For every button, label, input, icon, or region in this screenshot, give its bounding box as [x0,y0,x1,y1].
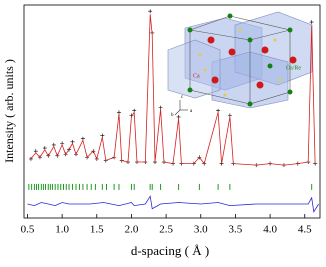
calculated-line [30,14,316,166]
inset-structure: c a b Ca Os/Re [167,11,313,118]
x-tick-label: 1.5 [90,224,104,236]
observed-point [309,20,314,25]
observed-point [100,133,105,138]
x-tick-label: 2.5 [159,224,173,236]
x-tick-label: 4.5 [298,224,312,236]
x-tick-label: 0.5 [21,224,35,236]
observed-point [116,110,121,115]
y-axis-label: Intensity ( arb. units ) [2,59,16,163]
plot-frame [23,4,321,219]
observed-point [176,114,181,119]
observed-point [148,9,153,14]
x-tick-label: 2.0 [125,224,139,236]
observed-point [158,105,163,110]
axis-a-label: a [190,109,193,114]
ca-label: Ca [193,73,200,79]
os-label: Os/Re [286,65,301,71]
x-tick-label: 1.0 [55,224,69,236]
x-tick-label: 4.0 [263,224,277,236]
x-tick-label: 3.0 [194,224,208,236]
difference-line [27,195,319,213]
x-axis-label: d-spacing ( Å ) [131,243,209,258]
axis-c-label: c [181,95,184,100]
axis-b-label: b [171,113,174,118]
observed-point [227,113,232,118]
observed-point [216,108,221,113]
x-tick-label: 3.5 [229,224,243,236]
